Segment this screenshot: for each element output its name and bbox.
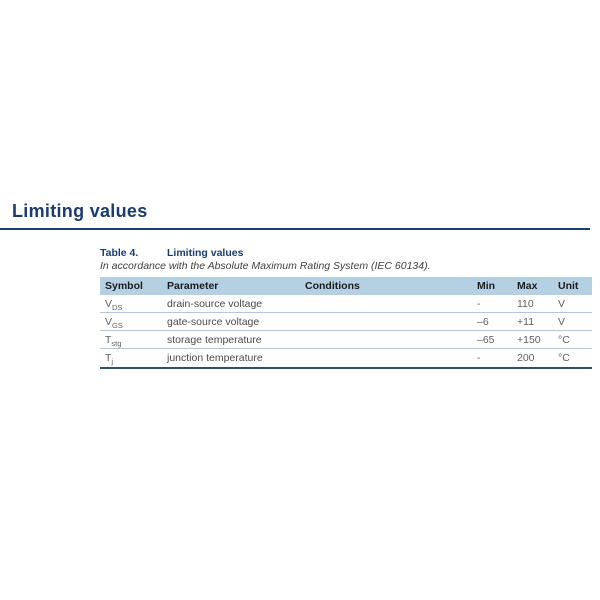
conditions-cell (305, 313, 477, 330)
symbol-cell: Tstg (105, 334, 122, 348)
unit-cell: V (558, 298, 566, 310)
unit-cell: °C (558, 334, 570, 346)
symbol-subscript: stg (111, 338, 122, 348)
parameter-cell: drain-source voltage (167, 298, 263, 310)
min-cell: - (477, 352, 481, 364)
symbol-cell: VGS (105, 316, 123, 330)
column-header-max: Max (517, 280, 538, 292)
max-cell: 110 (517, 298, 534, 310)
column-header-conditions: Conditions (305, 280, 360, 292)
table-header-row: Symbol Parameter Conditions Min Max Unit (100, 277, 592, 295)
min-cell: –6 (477, 316, 489, 328)
symbol-cell: VDS (105, 298, 123, 312)
conditions-cell (305, 349, 477, 367)
table-caption: Table 4. Limiting values (100, 247, 592, 259)
section-divider-rule (0, 228, 590, 230)
parameter-cell: junction temperature (167, 352, 263, 364)
conditions-cell (305, 295, 477, 312)
symbol-cell: Tj (105, 352, 114, 366)
table-caption-label: Table 4. (100, 247, 139, 259)
table-row: Tstg storage temperature –65 +150 °C (100, 331, 592, 349)
parameter-cell: gate-source voltage (167, 316, 260, 328)
parameter-cell: storage temperature (167, 334, 262, 346)
symbol-subscript: GS (112, 320, 123, 330)
table-row: VGS gate-source voltage –6 +11 V (100, 313, 592, 331)
column-header-min: Min (477, 280, 496, 292)
section-heading: Limiting values (12, 201, 148, 221)
table-caption-title: Limiting values (167, 247, 244, 259)
unit-cell: V (558, 316, 566, 328)
limiting-values-table: Symbol Parameter Conditions Min Max Unit… (100, 277, 592, 369)
conditions-cell (305, 331, 477, 348)
symbol-subscript: DS (112, 302, 123, 312)
column-header-unit: Unit (558, 280, 579, 292)
min-cell: –65 (477, 334, 495, 346)
max-cell: +150 (517, 334, 541, 346)
column-header-parameter: Parameter (167, 280, 219, 292)
max-cell: 200 (517, 352, 535, 364)
table-note: In accordance with the Absolute Maximum … (100, 260, 431, 272)
table-row: VDS drain-source voltage - 110 V (100, 295, 592, 313)
min-cell: - (477, 298, 481, 310)
symbol-subscript: j (111, 356, 114, 366)
table-row: Tj junction temperature - 200 °C (100, 349, 592, 367)
unit-cell: °C (558, 352, 570, 364)
column-header-symbol: Symbol (105, 280, 143, 292)
max-cell: +11 (517, 316, 535, 328)
